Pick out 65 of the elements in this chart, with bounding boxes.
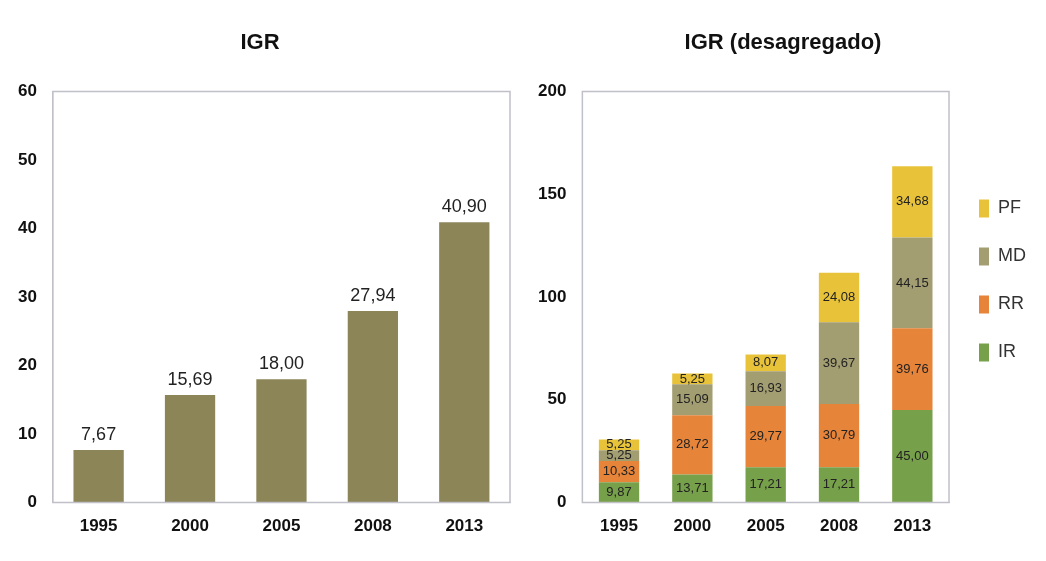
- data-label: 16,93: [749, 380, 782, 396]
- x-tick-label: 2000: [673, 516, 712, 536]
- x-tick-label: 2000: [171, 516, 209, 536]
- data-label: 29,77: [749, 428, 782, 444]
- bar: [745, 406, 786, 468]
- y-tick-label: 150: [537, 183, 567, 203]
- bar: [892, 328, 933, 411]
- chart-title: IGR (desagregado): [684, 29, 882, 55]
- bar: [73, 450, 124, 503]
- bar: [818, 272, 860, 323]
- data-label: 17,21: [822, 476, 856, 492]
- y-tick-label: 20: [17, 355, 37, 375]
- bar: [892, 166, 933, 238]
- bar: [892, 410, 933, 503]
- data-label: 39,76: [896, 360, 929, 376]
- y-tick-label: 0: [556, 492, 567, 512]
- x-tick-label: 2005: [262, 516, 301, 536]
- legend-label: MD: [998, 245, 1027, 266]
- bar: [347, 311, 399, 503]
- y-tick-label: 10: [17, 423, 37, 443]
- legend-label: IR: [998, 341, 1017, 362]
- bar: [672, 415, 713, 475]
- y-tick-label: 100: [537, 286, 567, 306]
- data-label: 24,08: [822, 289, 856, 305]
- bar: [164, 395, 216, 503]
- y-tick-label: 50: [17, 149, 37, 169]
- x-tick-label: 2013: [445, 516, 484, 536]
- x-tick-label: 2013: [893, 516, 932, 536]
- bar: [818, 403, 860, 468]
- x-tick-label: 1995: [600, 516, 638, 536]
- data-label: 28,72: [676, 436, 709, 452]
- chart-title: IGR: [240, 29, 280, 55]
- data-label: 30,79: [822, 427, 856, 443]
- y-tick-label: 60: [17, 81, 37, 101]
- data-label: 27,94: [350, 285, 396, 306]
- data-label: 8,07: [753, 354, 779, 370]
- data-label: 39,67: [822, 354, 856, 370]
- bar: [439, 222, 490, 503]
- y-tick-label: 40: [17, 218, 37, 238]
- data-label: 7,67: [81, 424, 117, 444]
- data-label: 13,71: [676, 480, 709, 496]
- data-label: 15,09: [676, 391, 709, 407]
- data-label: 5,25: [679, 370, 706, 386]
- data-label: 17,21: [749, 476, 782, 492]
- bar: [256, 379, 307, 503]
- data-label: 10,33: [602, 463, 636, 479]
- data-label: 15,69: [167, 369, 213, 390]
- x-tick-label: 2008: [353, 516, 392, 536]
- data-label: 9,87: [606, 484, 632, 500]
- y-tick-label: 0: [27, 492, 37, 512]
- x-tick-label: 2005: [746, 516, 785, 536]
- y-tick-label: 50: [547, 389, 567, 409]
- data-label: 45,00: [896, 447, 929, 463]
- y-tick-label: 30: [17, 286, 37, 306]
- legend-label: RR: [998, 293, 1025, 314]
- legend-label: PF: [998, 197, 1022, 218]
- x-tick-label: 1995: [79, 516, 118, 536]
- data-label: 44,15: [896, 274, 929, 290]
- data-label: 40,90: [441, 196, 487, 217]
- y-tick-label: 200: [537, 81, 567, 101]
- bar: [818, 322, 860, 404]
- data-label: 18,00: [258, 353, 304, 374]
- data-label: 34,68: [896, 193, 929, 209]
- bar: [892, 237, 933, 329]
- x-tick-label: 2008: [820, 516, 858, 536]
